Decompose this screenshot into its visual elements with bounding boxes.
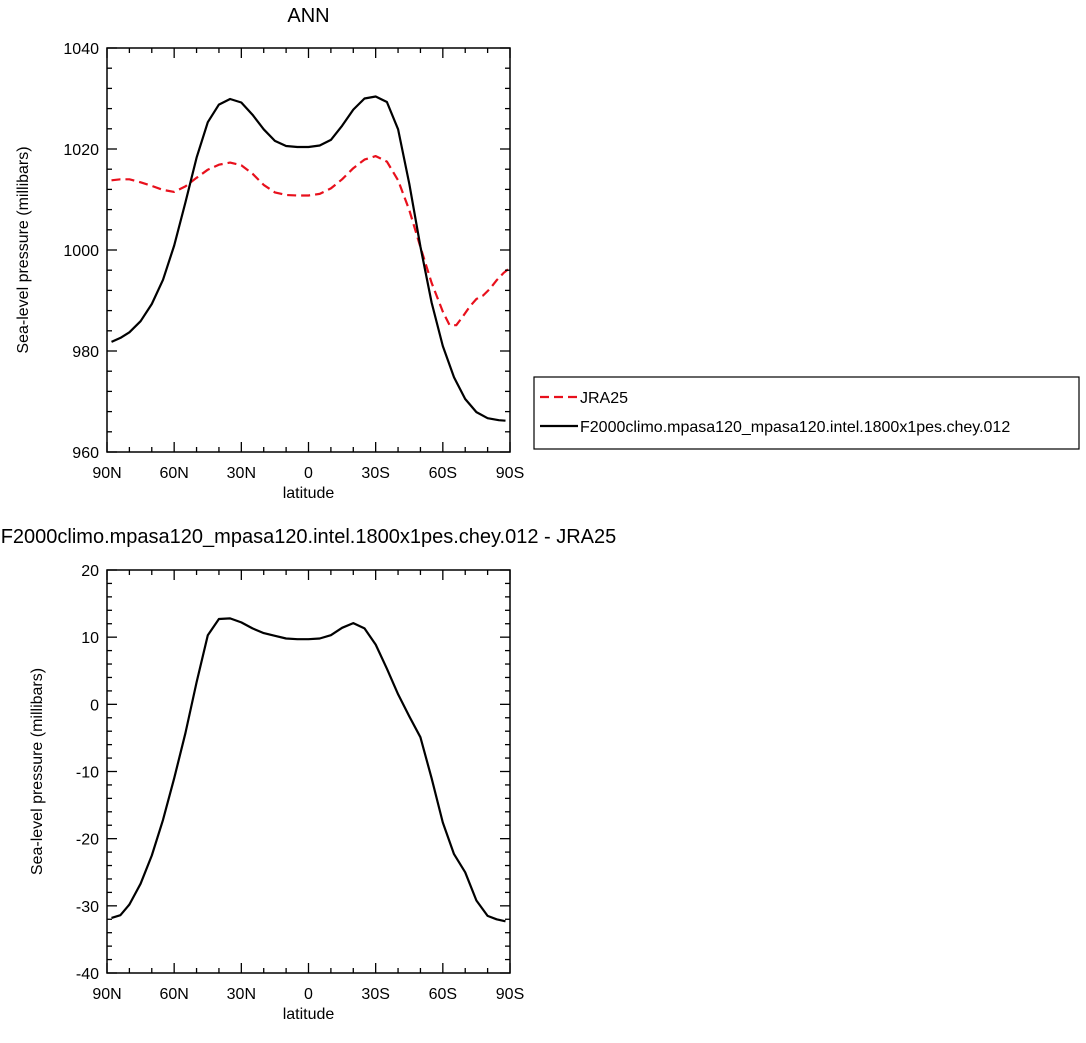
x-tick-label: 0 xyxy=(304,986,313,1003)
y-tick-label: -10 xyxy=(76,765,99,782)
y-tick-label: 1020 xyxy=(63,142,99,159)
series-line-model xyxy=(111,95,506,422)
y-tick-label: 0 xyxy=(90,697,99,714)
y-tick-label: -40 xyxy=(76,966,99,983)
y-tick-label: 980 xyxy=(72,344,99,361)
legend-label-0: JRA25 xyxy=(580,390,628,407)
plot-frame xyxy=(106,47,511,453)
x-tick-label: 30N xyxy=(227,465,256,482)
x-tick-label: 60N xyxy=(159,465,188,482)
plot-area xyxy=(111,95,510,422)
x-tick-label: 30S xyxy=(361,465,389,482)
series-line-jra25 xyxy=(111,155,510,327)
x-axis-label: latitude xyxy=(283,1006,335,1023)
x-tick-label: 0 xyxy=(304,465,313,482)
x-tick-label: 90S xyxy=(496,986,524,1003)
x-tick-label: 60N xyxy=(159,986,188,1003)
y-tick-label: -30 xyxy=(76,899,99,916)
bottom-panel: F2000climo.mpasa120_mpasa120.intel.1800x… xyxy=(1,526,617,1023)
y-tick-label: 10 xyxy=(81,630,99,647)
plot-area xyxy=(111,617,506,923)
x-tick-label: 60S xyxy=(429,986,457,1003)
tick-marks xyxy=(106,569,511,974)
y-axis-label: Sea-level pressure (millibars) xyxy=(29,668,46,875)
plot-frame xyxy=(106,569,511,974)
y-tick-label: -20 xyxy=(76,832,99,849)
top-panel: ANN 90N 60N 30N 0 30S 60S 90S 960 980 1000 1020 1040… xyxy=(15,5,524,502)
chart-title: F2000climo.mpasa120_mpasa120.intel.1800x… xyxy=(1,526,617,548)
legend-box xyxy=(533,376,1080,450)
y-tick-label: 20 xyxy=(81,563,99,580)
x-tick-label: 90N xyxy=(92,465,121,482)
y-axis-label: Sea-level pressure (millibars) xyxy=(15,146,32,353)
legend: JRA25 F2000climo.mpasa120_mpasa120.intel.… xyxy=(533,376,1080,450)
tick-marks xyxy=(106,47,511,453)
x-tick-label: 30S xyxy=(361,986,389,1003)
y-tick-label: 1000 xyxy=(63,243,99,260)
chart-title: ANN xyxy=(287,5,329,27)
series-line-model xyxy=(111,617,506,923)
x-tick-label: 60S xyxy=(429,465,457,482)
x-tick-label: 90N xyxy=(92,986,121,1003)
x-tick-label: 90S xyxy=(496,465,524,482)
x-axis-label: latitude xyxy=(283,485,335,502)
y-tick-label: 1040 xyxy=(63,41,99,58)
legend-label-1: F2000climo.mpasa120_mpasa120.intel.1800x… xyxy=(580,419,1010,436)
x-tick-label: 30N xyxy=(227,986,256,1003)
y-tick-label: 960 xyxy=(72,445,99,462)
